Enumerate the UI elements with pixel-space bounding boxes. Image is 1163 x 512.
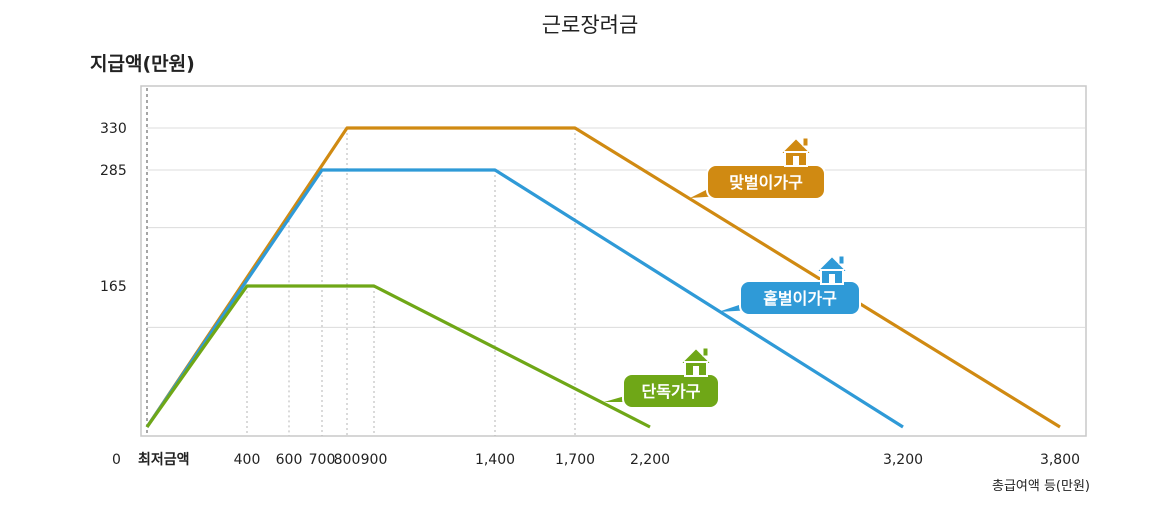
y-axis-label: 지급액(만원) <box>90 53 195 75</box>
series-label-bubble: 단독가구 <box>604 346 720 409</box>
y-tick-label: 165 <box>100 279 127 295</box>
series-name: 맞벌이가구 <box>729 173 803 192</box>
x-tick-label: 2,200 <box>630 452 670 468</box>
x-tick-label: 900 <box>361 452 388 468</box>
x-tick-label: 600 <box>276 452 303 468</box>
bubble-body <box>706 164 826 200</box>
house-icon <box>677 346 715 377</box>
series-line-1 <box>145 168 904 429</box>
series-group <box>145 126 1061 429</box>
y-tick-label: 0 <box>112 452 121 468</box>
x-tick-label: 1,400 <box>475 452 515 468</box>
x-tick-label: 700 <box>309 452 336 468</box>
x-tick-label: 3,200 <box>883 452 923 468</box>
x-tick-label: 최저금액 <box>138 451 190 468</box>
plot-frame <box>140 85 1087 437</box>
x-tick-label: 800 <box>334 452 361 468</box>
house-icon <box>813 254 851 285</box>
series-label-bubble: 맞벌이가구 <box>690 136 826 200</box>
series-name: 홑벌이가구 <box>763 289 837 308</box>
series-label-bubble: 홑벌이가구 <box>718 254 861 316</box>
series-name: 단독가구 <box>642 382 701 401</box>
x-tick-label: 1,700 <box>555 452 595 468</box>
x-axis-label: 총급여액 등(만원) <box>992 479 1090 494</box>
series-line-0 <box>145 126 1061 429</box>
house-icon <box>777 136 815 167</box>
y-tick-label: 285 <box>100 163 127 179</box>
x-tick-label: 400 <box>234 452 261 468</box>
y-ticks: 0 165 285 330 <box>100 121 127 468</box>
y-tick-label: 330 <box>100 121 127 137</box>
bubble-body <box>739 280 861 316</box>
x-tick-label: 3,800 <box>1040 452 1080 468</box>
chart-title: 근로장려금 <box>542 13 639 37</box>
bubble-body <box>622 373 720 409</box>
drop-lines <box>246 128 576 436</box>
series-line-2 <box>145 284 651 429</box>
grid <box>147 127 1085 328</box>
